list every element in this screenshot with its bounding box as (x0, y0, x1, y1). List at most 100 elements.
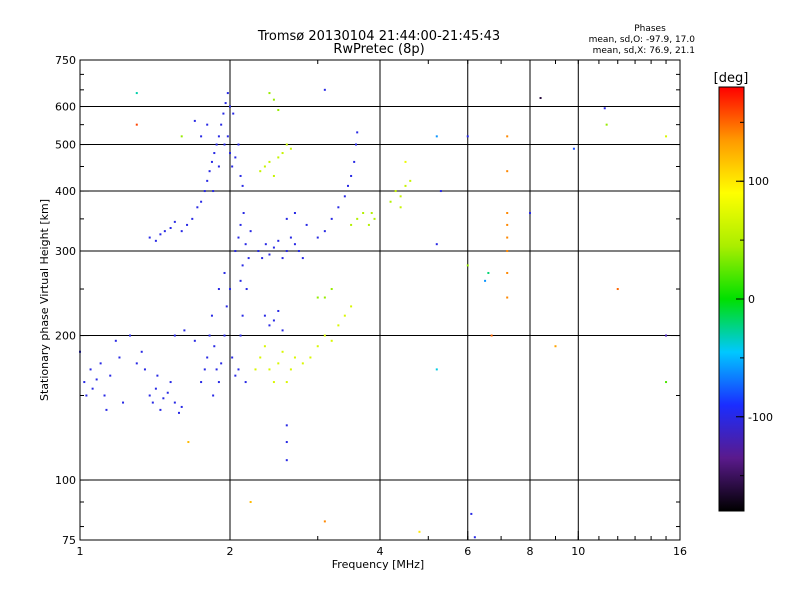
data-point (418, 530, 421, 533)
stats-line-x: mean, sd,X: 76.9, 21.1 (593, 46, 695, 56)
data-point (169, 227, 172, 230)
x-tick-label: 16 (673, 545, 687, 558)
data-point (163, 230, 166, 233)
data-point (277, 109, 280, 112)
data-point (506, 250, 509, 253)
colorbar-tick-label: 0 (748, 293, 755, 306)
data-point (554, 345, 557, 348)
data-point (222, 112, 225, 115)
data-point (277, 309, 280, 312)
data-point (293, 212, 296, 215)
data-point (217, 381, 220, 384)
data-point (281, 152, 284, 155)
data-point (373, 217, 376, 220)
data-point (506, 170, 509, 173)
y-tick-label: 100 (55, 474, 76, 487)
data-point (191, 217, 194, 220)
data-point (232, 112, 235, 115)
colorbar-tick-label: 100 (748, 175, 769, 188)
data-point (301, 362, 304, 365)
data-point (226, 135, 229, 138)
data-point (484, 279, 487, 282)
data-point (203, 190, 206, 193)
chart-subtitle: RwPretec (8p) (333, 42, 424, 57)
data-point (285, 459, 288, 462)
data-point (603, 107, 606, 110)
data-point (213, 152, 216, 155)
colorbar-label: [deg] (714, 71, 749, 86)
data-point (223, 334, 226, 337)
data-point (350, 305, 353, 308)
data-point (220, 362, 223, 365)
data-point (169, 381, 172, 384)
data-point (223, 143, 226, 146)
data-point (281, 257, 284, 260)
data-point (506, 223, 509, 226)
data-point (148, 394, 151, 397)
data-point (399, 206, 402, 209)
data-point (183, 329, 186, 332)
data-point (135, 123, 138, 126)
data-point (435, 368, 438, 371)
data-point (231, 165, 234, 168)
data-point (268, 253, 271, 256)
data-point (605, 123, 608, 126)
data-point (239, 334, 242, 337)
data-point (268, 324, 271, 327)
data-points (79, 88, 668, 539)
data-point (223, 271, 226, 274)
data-point (224, 102, 227, 105)
data-point (173, 220, 176, 223)
data-point (200, 135, 203, 138)
x-tick-label: 6 (464, 545, 471, 558)
data-point (285, 424, 288, 427)
data-point (281, 350, 284, 353)
data-point (409, 179, 412, 182)
data-point (213, 345, 216, 348)
data-point (140, 350, 143, 353)
data-point (156, 374, 159, 377)
data-point (272, 174, 275, 177)
y-tick-label: 500 (55, 139, 76, 152)
data-point (367, 223, 370, 226)
data-point (143, 368, 146, 371)
data-point (208, 334, 211, 337)
data-point (435, 135, 438, 138)
data-point (208, 170, 211, 173)
data-point (261, 257, 264, 260)
data-point (268, 160, 271, 163)
data-point (665, 135, 668, 138)
data-point (239, 279, 242, 282)
data-point (186, 223, 189, 226)
data-point (206, 123, 209, 126)
data-point (212, 394, 215, 397)
data-point (289, 236, 292, 239)
y-tick-label: 400 (55, 185, 76, 198)
data-point (263, 165, 266, 168)
data-point (231, 356, 234, 359)
colorbar-tick-label: -100 (748, 411, 773, 424)
data-point (323, 230, 326, 233)
data-point (404, 184, 407, 187)
data-point (217, 165, 220, 168)
data-point (129, 334, 132, 337)
data-point (301, 257, 304, 260)
data-point (206, 179, 209, 182)
data-point (330, 339, 333, 342)
data-point (268, 368, 271, 371)
data-point (220, 123, 223, 126)
data-point (389, 200, 392, 203)
data-point (234, 374, 237, 377)
data-point (259, 170, 262, 173)
data-point (259, 356, 262, 359)
data-point (203, 368, 206, 371)
data-point (210, 160, 213, 163)
data-point (285, 381, 288, 384)
data-point (356, 217, 359, 220)
data-point (226, 92, 229, 95)
data-point (323, 520, 326, 523)
data-point (244, 381, 247, 384)
data-point (323, 296, 326, 299)
x-tick-label: 8 (527, 545, 534, 558)
x-tick-label: 4 (377, 545, 384, 558)
